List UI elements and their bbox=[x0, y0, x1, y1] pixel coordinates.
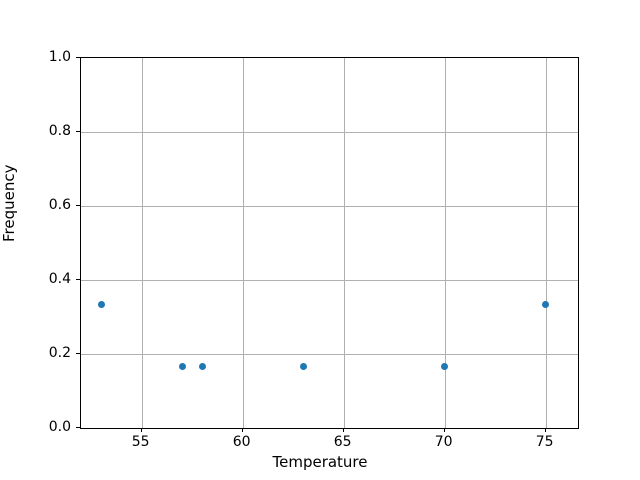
scatter-point bbox=[198, 362, 206, 370]
x-gridline bbox=[242, 58, 244, 428]
y-tick-mark bbox=[76, 131, 80, 132]
x-tick-label: 70 bbox=[434, 434, 453, 450]
x-axis-label: Temperature bbox=[272, 453, 368, 471]
y-tick-mark bbox=[76, 279, 80, 280]
y-gridline bbox=[81, 354, 578, 355]
grid-layer bbox=[81, 58, 578, 428]
y-tick-label: 0.0 bbox=[48, 419, 71, 435]
x-tick-mark bbox=[140, 428, 142, 432]
scatter-point bbox=[542, 301, 550, 309]
y-tick-label: 0.6 bbox=[48, 197, 71, 213]
x-tick-mark bbox=[241, 428, 243, 432]
scatter-point bbox=[97, 301, 105, 309]
scatter-point bbox=[441, 362, 449, 370]
y-tick-label: 0.8 bbox=[48, 123, 71, 139]
x-gridline bbox=[141, 58, 143, 428]
x-tick-label: 55 bbox=[131, 434, 150, 450]
scatter-points-layer bbox=[81, 58, 578, 428]
y-axis-label: Frequency bbox=[0, 164, 18, 243]
x-tick-mark bbox=[544, 428, 546, 432]
x-tick-mark bbox=[342, 428, 344, 432]
scatter-point bbox=[299, 362, 307, 370]
x-tick-label: 75 bbox=[535, 434, 554, 450]
x-gridline bbox=[444, 58, 446, 428]
y-gridline bbox=[81, 132, 578, 133]
y-tick-mark bbox=[76, 427, 80, 428]
x-gridline bbox=[343, 58, 345, 428]
scatter-point bbox=[178, 362, 186, 370]
plot-axes bbox=[80, 57, 579, 429]
y-tick-mark bbox=[76, 205, 80, 206]
y-tick-label: 1.0 bbox=[48, 49, 71, 65]
x-tick-label: 65 bbox=[333, 434, 352, 450]
y-tick-label: 0.4 bbox=[48, 271, 71, 287]
x-tick-label: 60 bbox=[232, 434, 251, 450]
y-gridline bbox=[81, 280, 578, 281]
x-gridline bbox=[545, 58, 547, 428]
y-gridline bbox=[81, 206, 578, 207]
y-tick-mark bbox=[76, 353, 80, 354]
y-tick-mark bbox=[76, 57, 80, 58]
x-tick-mark bbox=[443, 428, 445, 432]
y-tick-label: 0.2 bbox=[48, 345, 71, 361]
